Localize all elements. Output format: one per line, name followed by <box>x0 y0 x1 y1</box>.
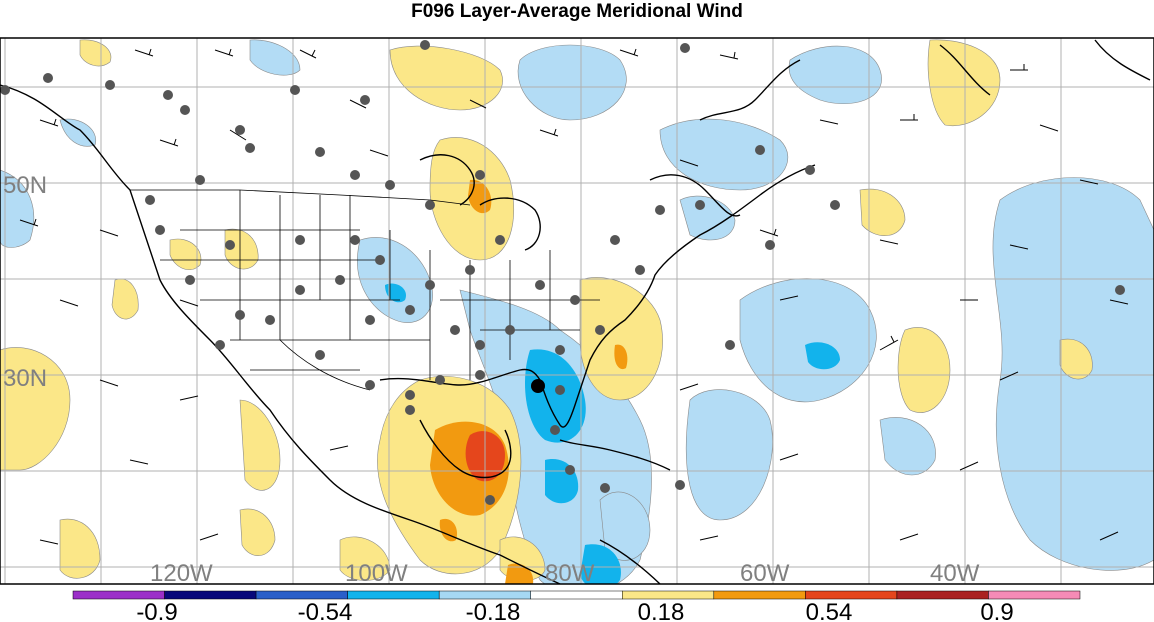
lon-label-80w: 80W <box>545 560 595 587</box>
negative-anomaly-shading <box>0 39 1154 584</box>
coastlines <box>0 39 1151 584</box>
wind-barbs <box>19 48 1129 545</box>
colorbar-label-neg-0-54: -0.54 <box>298 599 353 622</box>
colorbar-swatch <box>622 590 715 600</box>
lon-label-120w: 120W <box>150 560 213 587</box>
colorbar-swatch <box>988 590 1081 600</box>
observation-stations <box>0 40 1125 505</box>
colorbar-label-0-9: 0.9 <box>980 599 1013 622</box>
colorbar-swatch <box>530 590 623 600</box>
colorbar-label-0-18: 0.18 <box>638 599 685 622</box>
colorbar-swatch <box>164 590 257 600</box>
colorbar-swatch <box>896 590 989 600</box>
colorbar-swatch <box>347 590 440 600</box>
colorbar-swatch <box>438 590 531 600</box>
colorbar-label-0-54: 0.54 <box>806 599 853 622</box>
lon-label-40w: 40W <box>930 560 980 587</box>
lat-label-50n: 50N <box>3 172 47 199</box>
lat-label-30n: 30N <box>3 365 47 392</box>
lon-label-60w: 60W <box>740 560 790 587</box>
highlighted-station <box>531 379 545 393</box>
colorbar-label-neg-0-18: -0.18 <box>466 599 521 622</box>
colorbar-swatch <box>255 590 348 600</box>
colorbar-swatch <box>713 590 806 600</box>
lon-label-100w: 100W <box>345 560 408 587</box>
colorbar-label-neg-0-9: -0.9 <box>136 599 177 622</box>
chart-title: F096 Layer-Average Meridional Wind <box>411 1 743 22</box>
colorbar-swatch <box>72 590 165 600</box>
colorbar-swatch <box>805 590 898 600</box>
graticule <box>0 38 1154 584</box>
colorbar <box>72 590 1081 600</box>
